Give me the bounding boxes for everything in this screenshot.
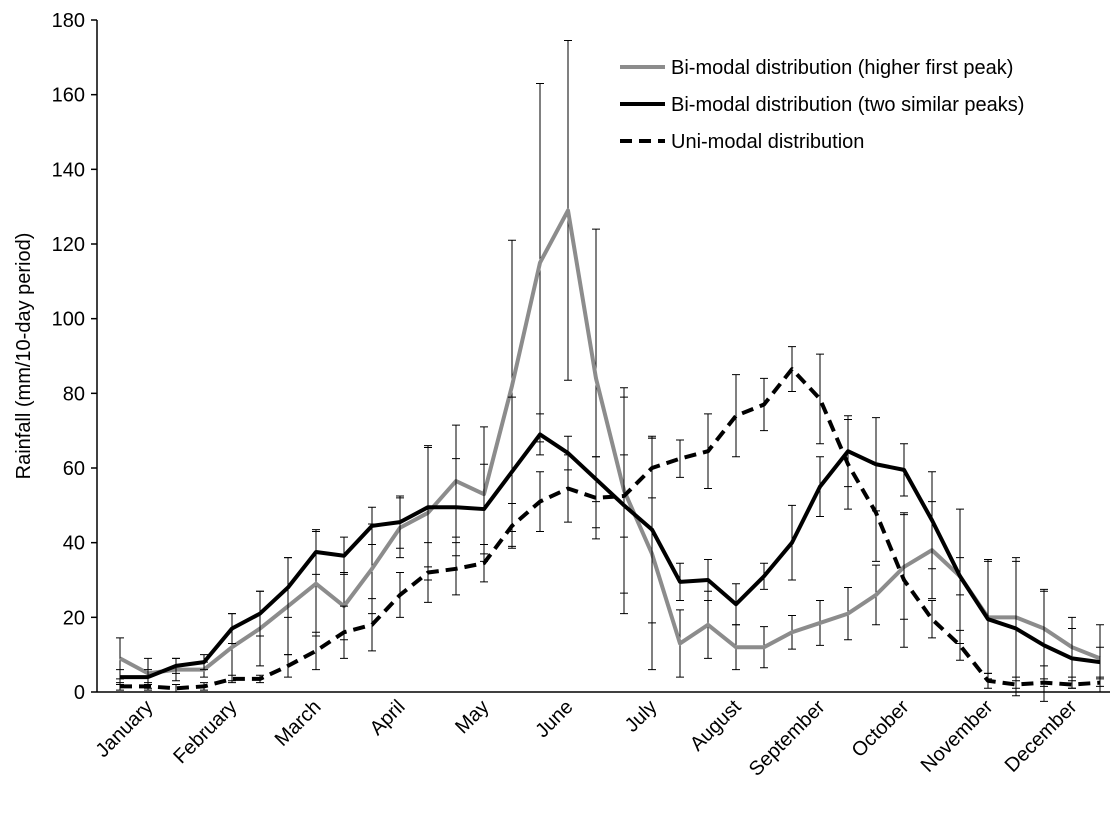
x-tick-label: January	[92, 696, 158, 762]
y-tick-label: 100	[52, 309, 85, 331]
x-tick-label: August	[686, 696, 746, 756]
legend-label: Uni-modal distribution	[671, 131, 864, 153]
y-axis-title: Rainfall (mm/10-day period)	[13, 233, 35, 480]
x-tick-label: November	[917, 696, 998, 777]
error-bar	[172, 684, 180, 693]
error-bar	[1068, 680, 1076, 689]
series-line	[120, 367, 1101, 691]
error-bar	[956, 629, 964, 661]
error-bar	[1012, 680, 1020, 689]
x-tick-label: May	[451, 696, 493, 738]
y-tick-label: 160	[52, 85, 85, 107]
error-bar	[1096, 646, 1104, 678]
error-bar	[732, 374, 740, 458]
y-tick-label: 120	[52, 234, 85, 256]
error-bar	[928, 600, 936, 639]
error-bar	[816, 353, 824, 445]
x-tick-label: February	[169, 696, 241, 768]
x-tick-label: October	[848, 696, 914, 762]
legend-label: Bi-modal distribution (higher first peak…	[671, 57, 1013, 79]
legend-label: Bi-modal distribution (two similar peaks…	[671, 94, 1024, 116]
error-bar	[1096, 678, 1104, 687]
error-bar	[676, 439, 684, 478]
series-line	[119, 208, 1101, 676]
x-tick-label: December	[1001, 696, 1082, 777]
y-tick-label: 80	[63, 383, 85, 405]
x-tick-label: June	[531, 696, 577, 742]
error-bar	[592, 456, 600, 540]
series-line	[120, 432, 1101, 680]
y-tick-label: 40	[63, 533, 85, 555]
error-bar	[312, 631, 320, 671]
x-tick-label: July	[621, 696, 662, 737]
y-tick-label: 0	[74, 682, 85, 704]
y-tick-label: 20	[63, 607, 85, 629]
y-tick-label: 60	[63, 458, 85, 480]
x-tick-label: September	[745, 696, 830, 781]
y-tick-label: 180	[52, 10, 85, 32]
x-tick-label: April	[366, 696, 410, 740]
x-tick-label: March	[271, 696, 326, 751]
y-tick-label: 140	[52, 159, 85, 181]
error-bar	[228, 674, 236, 684]
